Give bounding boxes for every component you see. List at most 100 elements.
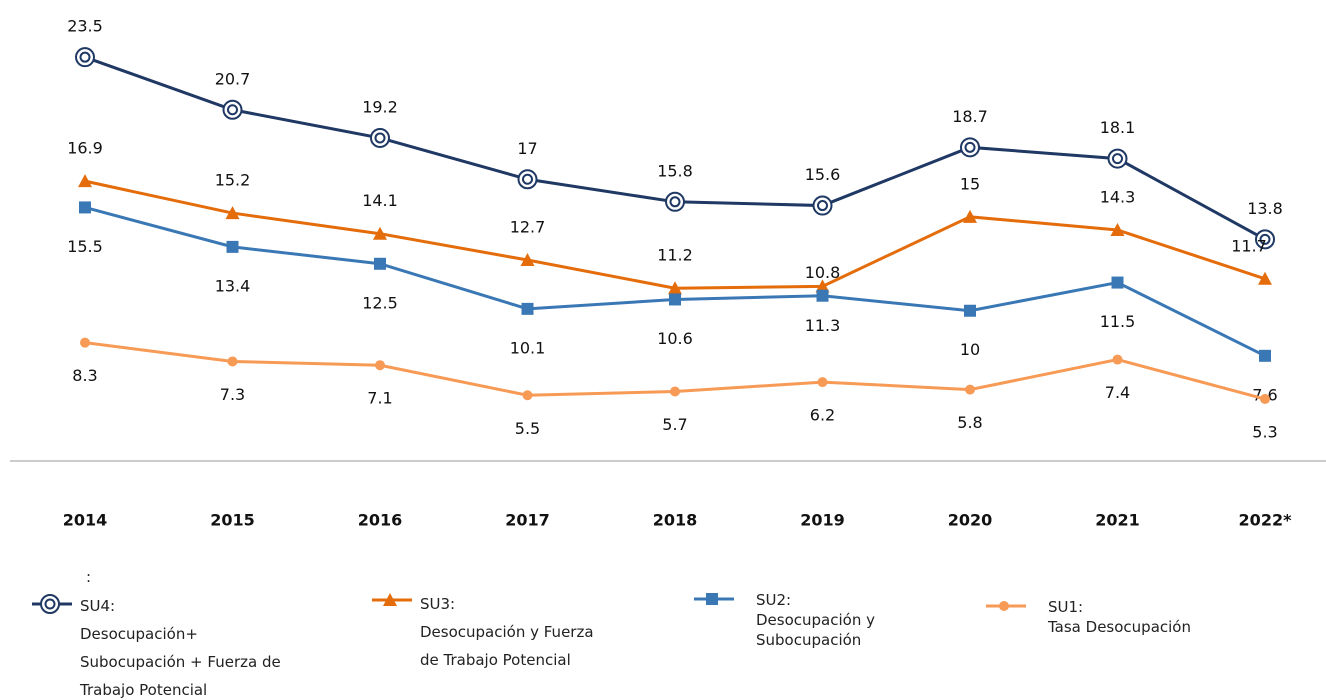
marker bbox=[1260, 394, 1270, 405]
marker bbox=[815, 279, 830, 293]
marker-core bbox=[669, 196, 681, 208]
marker bbox=[963, 209, 977, 223]
marker bbox=[1110, 222, 1125, 236]
marker bbox=[522, 390, 533, 401]
marker bbox=[375, 360, 385, 371]
x-tick-label: 2021 bbox=[1095, 511, 1140, 530]
data-label: 10 bbox=[960, 340, 980, 359]
data-label: 15 bbox=[960, 174, 980, 193]
x-tick-label: 2018 bbox=[653, 511, 698, 530]
legend-title: : bbox=[86, 568, 92, 586]
marker bbox=[80, 337, 90, 348]
data-label: 14.3 bbox=[1100, 187, 1136, 206]
marker bbox=[374, 257, 386, 270]
marker bbox=[1258, 271, 1272, 285]
x-tick-label: 2017 bbox=[505, 511, 550, 530]
data-label: 18.7 bbox=[952, 107, 988, 126]
data-label: 13.4 bbox=[215, 276, 251, 295]
x-tick-label: 2022* bbox=[1239, 511, 1293, 530]
marker-core bbox=[964, 141, 976, 153]
data-label: 7.4 bbox=[1105, 383, 1130, 402]
data-label: 12.7 bbox=[510, 218, 546, 237]
marker-core bbox=[1259, 233, 1271, 245]
data-label: 12.5 bbox=[362, 293, 398, 312]
marker bbox=[517, 169, 538, 190]
marker bbox=[225, 206, 240, 220]
marker bbox=[383, 593, 397, 606]
data-label: 10.6 bbox=[657, 329, 693, 348]
data-label: 11.5 bbox=[1100, 312, 1136, 331]
marker bbox=[999, 601, 1009, 611]
data-label: 20.7 bbox=[215, 69, 251, 88]
marker bbox=[817, 377, 828, 388]
data-label: 5.8 bbox=[957, 413, 982, 432]
marker bbox=[373, 226, 387, 240]
marker bbox=[521, 302, 534, 315]
marker bbox=[668, 281, 682, 295]
marker bbox=[222, 99, 243, 120]
data-label: 14.1 bbox=[362, 191, 398, 210]
legend-label: SU4: Desocupación+ Subocupación + Fuerza… bbox=[80, 597, 281, 699]
marker bbox=[1255, 229, 1275, 250]
marker-core bbox=[374, 132, 386, 144]
marker bbox=[1259, 349, 1271, 362]
legend-label: SU3: Desocupación y Fuerza de Trabajo Po… bbox=[420, 595, 594, 669]
legend-label: SU1: Tasa Desocupación bbox=[1048, 598, 1191, 636]
data-label: 15.8 bbox=[657, 161, 693, 180]
data-label: 10.8 bbox=[805, 263, 841, 282]
data-label: 11.2 bbox=[657, 246, 693, 265]
marker bbox=[1107, 148, 1128, 169]
marker bbox=[370, 127, 390, 148]
data-label: 16.9 bbox=[67, 139, 103, 158]
data-label: 17 bbox=[517, 139, 537, 158]
data-label: 5.5 bbox=[515, 419, 540, 438]
x-tick-label: 2015 bbox=[210, 511, 255, 530]
marker-core bbox=[522, 173, 533, 185]
marker bbox=[960, 137, 980, 158]
data-label: 15.2 bbox=[215, 171, 251, 190]
data-label: 13.8 bbox=[1247, 199, 1283, 218]
marker bbox=[79, 201, 91, 214]
marker-core bbox=[1112, 153, 1123, 165]
marker bbox=[812, 195, 833, 216]
x-tick-label: 2014 bbox=[63, 511, 108, 530]
data-label: 15.5 bbox=[67, 237, 103, 256]
marker bbox=[75, 47, 95, 68]
data-label: 10.1 bbox=[510, 338, 546, 357]
data-label: 11.3 bbox=[805, 316, 841, 335]
marker bbox=[670, 386, 680, 397]
marker bbox=[520, 253, 535, 267]
marker-core bbox=[79, 51, 91, 63]
data-label: 5.3 bbox=[1252, 423, 1277, 442]
marker-core bbox=[44, 598, 56, 610]
marker bbox=[964, 304, 976, 317]
x-tick-label: 2016 bbox=[358, 511, 403, 530]
marker bbox=[669, 293, 681, 306]
data-label: 8.3 bbox=[72, 366, 97, 385]
marker bbox=[965, 384, 975, 395]
data-label: 5.7 bbox=[662, 415, 687, 434]
legend-label: SU2: Desocupación y Subocupación bbox=[756, 591, 875, 649]
marker bbox=[665, 191, 685, 212]
marker bbox=[706, 593, 718, 605]
marker-core bbox=[817, 200, 828, 212]
marker bbox=[227, 356, 238, 367]
data-label: 7.1 bbox=[367, 389, 392, 408]
marker bbox=[816, 289, 829, 302]
marker bbox=[1111, 276, 1124, 289]
data-label: 7.3 bbox=[220, 385, 245, 404]
data-label: 11.7 bbox=[1231, 236, 1267, 255]
data-label: 19.2 bbox=[362, 97, 398, 116]
marker bbox=[226, 240, 239, 253]
x-tick-label: 2020 bbox=[948, 511, 993, 530]
data-label: 23.5 bbox=[67, 17, 103, 36]
data-label: 6.2 bbox=[810, 406, 835, 425]
data-label: 18.1 bbox=[1100, 118, 1136, 137]
series-line bbox=[84, 55, 1266, 241]
marker bbox=[40, 594, 60, 614]
marker bbox=[1112, 354, 1123, 365]
data-label: 15.6 bbox=[805, 165, 841, 184]
x-tick-label: 2019 bbox=[800, 511, 845, 530]
